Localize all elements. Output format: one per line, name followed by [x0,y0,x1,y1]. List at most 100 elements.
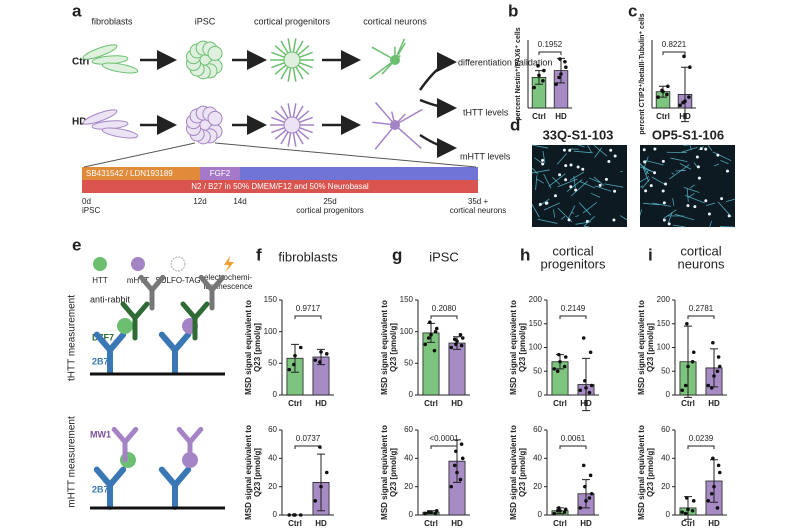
data-point [318,360,322,364]
y-axis-label: MSD signal equivalent to [244,425,253,520]
data-point [709,491,714,496]
protocol-bar [82,167,200,180]
data-point [678,103,682,108]
micrograph-fiber [587,144,592,153]
data-point [687,95,691,99]
legend-mhtt [131,257,145,271]
timepoint: 12d [193,197,206,206]
arrow [419,133,457,158]
micrograph-nucleus [653,147,657,151]
y-tick-label: 60 [533,425,542,434]
data-point [665,92,669,97]
legend-label: SULFO-TAG [155,276,200,285]
x-tick-label: Ctrl [288,399,302,408]
data-point [564,65,568,69]
micrograph-fiber [688,193,695,198]
y-axis-label: MSD signal equivalent to [637,425,646,520]
ipsc-cell [207,110,223,126]
y-axis-label: Q23 [pmol/g] [389,323,398,372]
data-point [716,463,721,468]
micrograph-fiber [668,211,673,223]
y-tick-label: 200 [529,295,543,304]
data-point [454,449,458,454]
guide [214,142,477,168]
neuron-body [390,55,400,65]
data-point [711,456,715,461]
micrograph-fiber [671,172,675,175]
micrograph-fiber [717,201,732,217]
data-point [433,511,438,516]
micrograph-fiber [681,147,698,153]
data-point [542,68,546,73]
data-point [691,350,696,355]
y-axis-label: percent Nestin⁺/PAX6⁺ cells [515,27,522,120]
data-point [563,355,568,359]
data-point [552,367,557,371]
y-tick-label: 40 [404,453,413,462]
panel-letter: c [628,1,637,20]
data-point [581,463,586,468]
data-point [680,388,685,393]
micrograph-nucleus [607,160,611,164]
micrograph-fiber [604,183,624,188]
y-axis-label: percent CTIP2⁺/betaIII-Tubulin⁺ cells [639,13,646,134]
htt [117,318,133,334]
neurite [374,124,396,150]
y-tick-label: 100 [264,327,278,336]
y-axis-label: MSD signal equivalent to [509,300,518,395]
data-point [460,456,465,461]
data-point [691,499,696,503]
data-point [716,355,721,359]
micrograph-fiber [556,153,568,165]
chart-title: progenitors [540,256,606,271]
y-tick-label: 100 [529,343,543,352]
y-tick-label: 0 [409,510,414,519]
data-point [557,352,561,357]
data-point [313,358,318,362]
micrograph-nucleus [704,199,708,203]
data-point [541,79,545,83]
data-point [454,342,458,347]
data-point [712,374,716,378]
micrograph-fiber [573,150,593,154]
micrograph-fiber [589,177,600,183]
data-point [683,383,688,388]
data-point [423,511,428,516]
data-point [298,345,303,350]
y-tick-label: 40 [533,453,542,462]
y-axis-label: MSD signal equivalent to [380,300,389,395]
p-value: 0.1952 [538,40,563,49]
micrograph-fiber [720,159,729,165]
p-value: 0.2781 [689,304,714,313]
data-point [460,336,465,340]
micrograph-nucleus [541,162,545,166]
data-point [557,75,561,80]
micrograph-fiber [534,157,543,164]
data-point [455,470,459,475]
micrograph-nucleus [662,218,666,222]
micrograph-nucleus [569,185,573,189]
micrograph-fiber [643,202,660,206]
data-point [432,348,437,353]
y-axis-label: Q23 [pmol/g] [389,448,398,497]
panel-letter: g [392,245,402,264]
chart-title: cortical [680,243,721,258]
p-value: 0.0061 [561,434,586,443]
micrograph-fiber [679,163,692,170]
data-point [563,59,567,64]
micrograph-fiber [571,211,574,215]
y-tick-label: 150 [657,319,671,328]
micrograph-nucleus [574,188,578,192]
micrograph-fiber [639,209,642,216]
y-tick-label: 0 [273,510,278,519]
micrograph-fiber [531,167,539,175]
micrograph-nucleus [553,194,557,198]
data-point [588,350,593,355]
legend-label: mHTT [127,276,149,285]
p-bracket [294,315,322,319]
data-point [555,369,560,374]
y-axis-label: MSD signal equivalent to [380,425,389,520]
p-bracket [687,315,715,319]
data-point [584,386,588,390]
micrograph-nucleus [564,164,568,168]
